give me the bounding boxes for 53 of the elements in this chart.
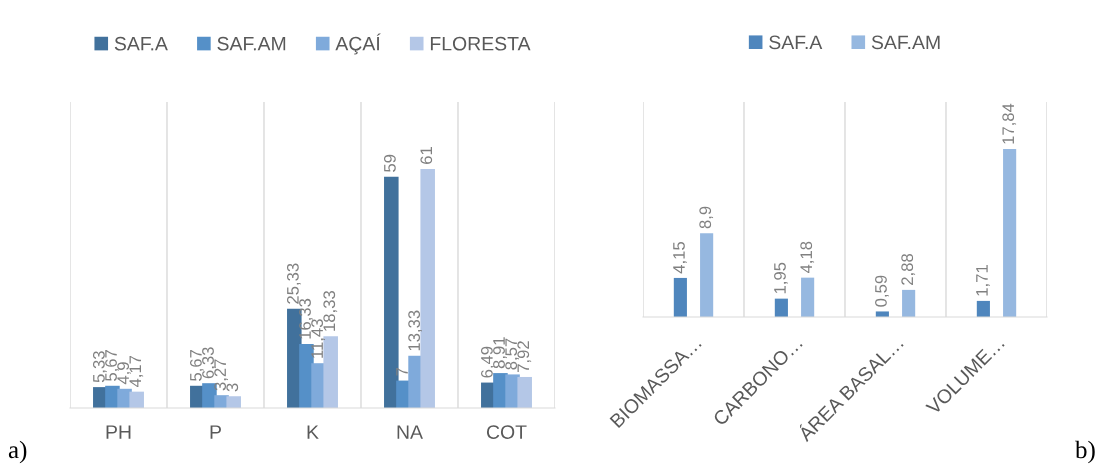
bar xyxy=(774,298,788,317)
data-label: 16,33 xyxy=(299,298,313,339)
data-label: 3,27 xyxy=(214,359,229,391)
legend-label: AÇAÍ xyxy=(335,33,381,55)
bar xyxy=(226,396,241,408)
data-label: 2,88 xyxy=(901,254,916,285)
bar xyxy=(976,300,990,317)
data-label: 5,67 xyxy=(189,350,204,381)
x-tick-label: P xyxy=(210,425,221,439)
data-label: 4,18 xyxy=(800,241,815,274)
bar xyxy=(673,277,687,317)
data-label: 5,67 xyxy=(105,350,119,381)
data-label: 6,49 xyxy=(480,346,495,378)
data-label: 61 xyxy=(420,147,433,164)
bar xyxy=(1003,149,1017,317)
data-label: 8,9 xyxy=(699,206,714,229)
bar xyxy=(129,391,144,408)
data-label: 4,17 xyxy=(129,355,144,388)
data-label: 1,71 xyxy=(976,265,990,296)
data-label: 8,57 xyxy=(505,338,520,370)
x-tick-label: PH xyxy=(106,425,131,439)
data-label: 6,33 xyxy=(202,347,216,379)
text: b) xyxy=(1075,440,1095,464)
data-label: 1,95 xyxy=(774,262,788,294)
bar xyxy=(420,168,435,408)
data-label: 11,43 xyxy=(311,319,326,358)
legend-label: SAF.A xyxy=(769,35,823,50)
bar xyxy=(323,336,338,408)
data-label: 4,15 xyxy=(673,242,687,274)
bar xyxy=(902,289,916,317)
data-label: 0,59 xyxy=(875,275,889,307)
data-label: 13,33 xyxy=(408,310,423,351)
bar xyxy=(517,376,532,408)
x-tick-label: NA xyxy=(397,425,423,439)
data-label: 59 xyxy=(383,154,396,172)
x-tick-label: COT xyxy=(486,425,527,439)
data-label: 3 xyxy=(226,383,239,392)
legend-label: SAF.AM xyxy=(871,35,940,50)
data-label: 4,9 xyxy=(117,362,132,385)
data-label: 25,33 xyxy=(286,263,301,304)
data-label: 7 xyxy=(396,367,408,376)
legend-label: FLORESTA xyxy=(430,36,531,51)
data-label: 17,84 xyxy=(1002,103,1017,144)
bar xyxy=(700,233,714,317)
data-label: 5,33 xyxy=(92,351,107,383)
legend-label: SAF.AM xyxy=(217,36,286,51)
data-label: 18,33 xyxy=(323,291,338,331)
data-label: 7,92 xyxy=(517,341,532,372)
legend-label: SAF.A xyxy=(114,36,168,51)
data-label: 8,91 xyxy=(493,337,507,369)
x-tick-label: K xyxy=(307,425,319,439)
bar xyxy=(801,277,815,317)
text: a) xyxy=(8,440,27,464)
